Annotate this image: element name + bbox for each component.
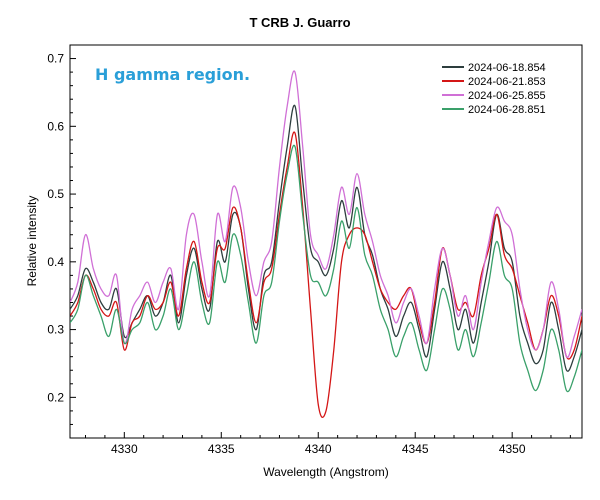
series-line-4	[70, 144, 582, 393]
legend-entry: 2024-06-28.851	[468, 104, 546, 116]
y-tick-label: 0.2	[47, 390, 64, 404]
axis-ticks: 4330 4335 4340 4345 4350 0.2 0.3 0.4 0.5 0.6 0.7	[47, 44, 571, 456]
y-tick-label: 0.5	[47, 187, 64, 201]
series-line-3	[70, 70, 582, 359]
y-tick-label: 0.3	[47, 323, 64, 337]
series-lines	[70, 70, 582, 418]
y-tick-label: 0.6	[47, 119, 64, 133]
legend-entry: 2024-06-18.854	[468, 62, 546, 74]
legend-entry: 2024-06-21.853	[468, 76, 546, 88]
chart-title: T CRB J. Guarro	[249, 15, 350, 30]
x-axis-label: Wavelength (Angstrom)	[263, 465, 389, 479]
x-tick-label: 4345	[402, 442, 429, 456]
legend-entry: 2024-06-25.855	[468, 90, 546, 102]
x-tick-label: 4350	[499, 442, 526, 456]
y-axis-label: Relative intensity	[25, 196, 39, 287]
legend: 2024-06-18.854 2024-06-21.853 2024-06-25.8…	[442, 62, 546, 116]
y-tick-label: 0.7	[47, 52, 64, 66]
x-tick-label: 4340	[305, 442, 332, 456]
series-line-2	[70, 131, 582, 418]
x-tick-label: 4330	[111, 442, 138, 456]
y-tick-label: 0.4	[47, 255, 64, 269]
x-tick-label: 4335	[208, 442, 235, 456]
region-annotation: H gamma region.	[95, 65, 250, 84]
